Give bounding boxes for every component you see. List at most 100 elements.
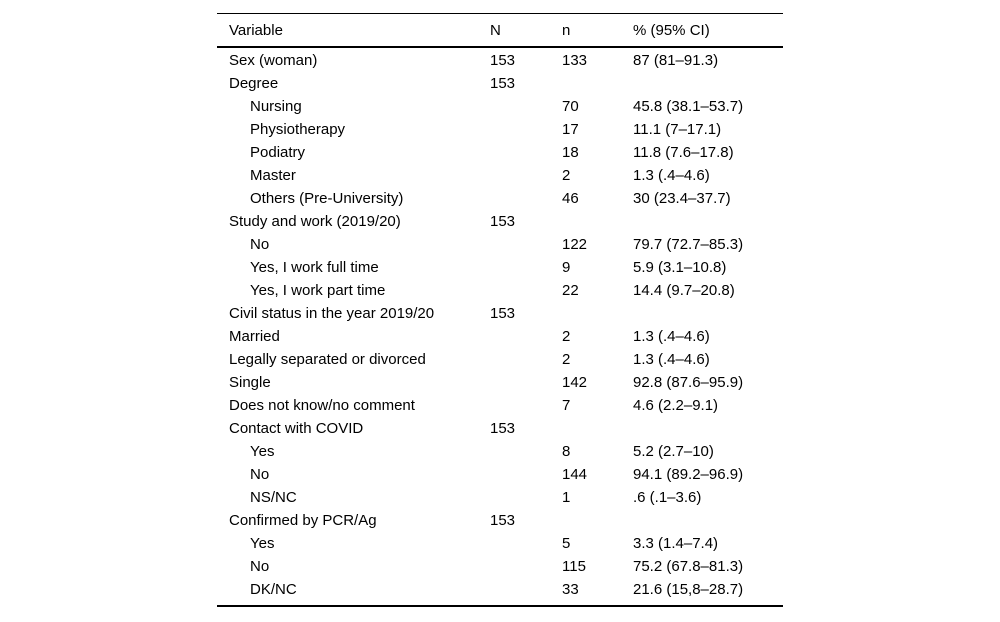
- table-row: Legally separated or divorced 2 1.3 (.4–…: [217, 348, 783, 371]
- row-label: Study and work (2019/20): [229, 213, 401, 230]
- table-row: Nursing 70 45.8 (38.1–53.7): [217, 95, 783, 118]
- cell-n: 122: [562, 236, 588, 253]
- row-label: Master: [250, 167, 296, 184]
- row-label: Podiatry: [250, 144, 306, 161]
- row-label: Degree: [229, 75, 279, 92]
- table-row: Civil status in the year 2019/20 153: [217, 302, 783, 325]
- table-row: Yes 8 5.2 (2.7–10): [217, 440, 783, 463]
- row-label: Others (Pre-University): [250, 190, 404, 207]
- cell-ci: 79.7 (72.7–85.3): [633, 236, 744, 253]
- row-label: Sex (woman): [229, 52, 318, 69]
- cell-ci: 14.4 (9.7–20.8): [633, 282, 735, 299]
- row-label: No: [250, 558, 270, 575]
- cell-n: 18: [562, 144, 579, 161]
- row-label: Yes: [250, 535, 275, 552]
- table-row: No 144 94.1 (89.2–96.9): [217, 463, 783, 486]
- table-row: Podiatry 18 11.8 (7.6–17.8): [217, 141, 783, 164]
- cell-ci: 5.9 (3.1–10.8): [633, 259, 727, 276]
- table-row: Contact with COVID 153: [217, 417, 783, 440]
- cell-N: 153: [490, 512, 516, 529]
- cell-N: 153: [490, 75, 516, 92]
- cell-ci: 75.2 (67.8–81.3): [633, 558, 744, 575]
- table-row: Physiotherapy 17 11.1 (7–17.1): [217, 118, 783, 141]
- row-label: No: [250, 236, 270, 253]
- table-row: DK/NC 33 21.6 (15,8–28.7): [217, 578, 783, 601]
- column-header-ci: % (95% CI): [633, 21, 710, 39]
- cell-ci: 3.3 (1.4–7.4): [633, 535, 719, 552]
- cell-n: 22: [562, 282, 579, 299]
- cell-ci: 1.3 (.4–4.6): [633, 328, 710, 345]
- cell-n: 70: [562, 98, 579, 115]
- cell-ci: 5.2 (2.7–10): [633, 443, 714, 460]
- cell-ci: 11.1 (7–17.1): [633, 121, 722, 138]
- table-row: Degree 153: [217, 72, 783, 95]
- cell-n: 46: [562, 190, 579, 207]
- cell-ci: 1.3 (.4–4.6): [633, 167, 710, 184]
- table-row: NS/NC 1 .6 (.1–3.6): [217, 486, 783, 509]
- cell-ci: 4.6 (2.2–9.1): [633, 397, 719, 414]
- row-label: Legally separated or divorced: [229, 351, 426, 368]
- row-label: Yes: [250, 443, 275, 460]
- data-table: Variable N n % (95% CI) Sex (woman) 153 …: [217, 13, 783, 607]
- cell-N: 153: [490, 52, 516, 69]
- table-row: Yes 5 3.3 (1.4–7.4): [217, 532, 783, 555]
- cell-n: 144: [562, 466, 588, 483]
- cell-ci: 94.1 (89.2–96.9): [633, 466, 744, 483]
- cell-ci: .6 (.1–3.6): [633, 489, 702, 506]
- column-header-N: N: [490, 21, 501, 39]
- cell-N: 153: [490, 305, 516, 322]
- cell-n: 1: [562, 489, 571, 506]
- cell-n: 17: [562, 121, 579, 138]
- cell-n: 133: [562, 52, 588, 69]
- row-label: Nursing: [250, 98, 302, 115]
- cell-ci: 21.6 (15,8–28.7): [633, 581, 744, 598]
- cell-ci: 92.8 (87.6–95.9): [633, 374, 744, 391]
- cell-n: 33: [562, 581, 579, 598]
- row-label: DK/NC: [250, 581, 297, 598]
- column-header-n: n: [562, 21, 571, 39]
- row-label: Civil status in the year 2019/20: [229, 305, 435, 322]
- row-label: NS/NC: [250, 489, 297, 506]
- row-label: Physiotherapy: [250, 121, 346, 138]
- cell-n: 9: [562, 259, 571, 276]
- cell-n: 5: [562, 535, 571, 552]
- cell-N: 153: [490, 213, 516, 230]
- table-row: Others (Pre-University) 46 30 (23.4–37.7…: [217, 187, 783, 210]
- row-label: Confirmed by PCR/Ag: [229, 512, 377, 529]
- cell-n: 142: [562, 374, 588, 391]
- cell-n: 7: [562, 397, 571, 414]
- table-row: Sex (woman) 153 133 87 (81–91.3): [217, 49, 783, 72]
- cell-n: 2: [562, 328, 571, 345]
- row-label: Contact with COVID: [229, 420, 364, 437]
- row-label: Yes, I work full time: [250, 259, 379, 276]
- table-row: Study and work (2019/20) 153: [217, 210, 783, 233]
- table-row: Married 2 1.3 (.4–4.6): [217, 325, 783, 348]
- row-label: Yes, I work part time: [250, 282, 386, 299]
- row-label: Does not know/no comment: [229, 397, 415, 414]
- table-row: Confirmed by PCR/Ag 153: [217, 509, 783, 532]
- table-row: No 122 79.7 (72.7–85.3): [217, 233, 783, 256]
- table-row: No 115 75.2 (67.8–81.3): [217, 555, 783, 578]
- table-row: Master 2 1.3 (.4–4.6): [217, 164, 783, 187]
- table-row: Yes, I work part time 22 14.4 (9.7–20.8): [217, 279, 783, 302]
- cell-n: 8: [562, 443, 571, 460]
- cell-ci: 45.8 (38.1–53.7): [633, 98, 744, 115]
- cell-n: 2: [562, 167, 571, 184]
- column-header-variable: Variable: [229, 21, 283, 39]
- row-label: No: [250, 466, 270, 483]
- table-row: Does not know/no comment 7 4.6 (2.2–9.1): [217, 394, 783, 417]
- cell-n: 2: [562, 351, 571, 368]
- row-label: Single: [229, 374, 271, 391]
- row-label: Married: [229, 328, 280, 345]
- table-header: Variable N n % (95% CI): [217, 14, 783, 48]
- cell-n: 115: [562, 558, 586, 575]
- cell-ci: 30 (23.4–37.7): [633, 190, 731, 207]
- table-row: Yes, I work full time 9 5.9 (3.1–10.8): [217, 256, 783, 279]
- cell-ci: 87 (81–91.3): [633, 52, 719, 69]
- cell-N: 153: [490, 420, 516, 437]
- table-body: Sex (woman) 153 133 87 (81–91.3) Degree …: [217, 48, 783, 607]
- cell-ci: 1.3 (.4–4.6): [633, 351, 710, 368]
- cell-ci: 11.8 (7.6–17.8): [633, 144, 734, 161]
- table-row: Single 142 92.8 (87.6–95.9): [217, 371, 783, 394]
